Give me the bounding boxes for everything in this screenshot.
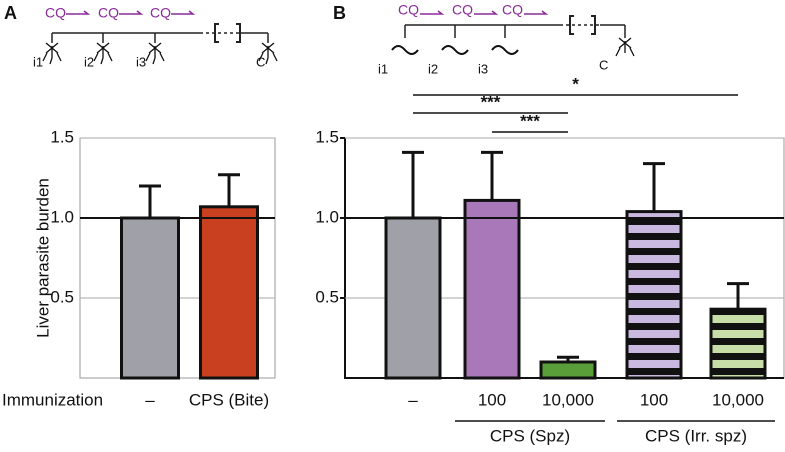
bar — [120, 216, 180, 380]
x-tick-label: 100 — [640, 390, 668, 409]
time-label: i2 — [84, 54, 94, 69]
y-tick-label: 0.5 — [315, 287, 339, 306]
time-label: i1 — [33, 54, 43, 69]
schematic — [391, 10, 635, 57]
bar — [539, 360, 597, 380]
schematic — [42, 10, 278, 65]
y-tick-label: 1.5 — [315, 127, 339, 146]
drug-label: CQ — [502, 2, 523, 18]
y-tick-label: 1.0 — [315, 207, 339, 226]
drug-label: CQ — [98, 5, 119, 21]
panel-label: B — [333, 3, 346, 23]
time-label: C — [256, 54, 265, 69]
panel-label: A — [4, 3, 17, 23]
x-tick-label: – — [145, 390, 155, 409]
y-axis-label: Liver parasite burden — [33, 178, 52, 338]
x-tick-label: – — [408, 390, 418, 409]
significance-label: *** — [481, 92, 501, 111]
bar — [709, 307, 767, 380]
x-tick-label: 10,000 — [542, 390, 594, 409]
significance-label: *** — [520, 111, 540, 130]
x-tick-label: 10,000 — [712, 390, 764, 409]
time-label: C — [599, 57, 608, 72]
x-tick-label: 100 — [478, 390, 506, 409]
bar — [384, 216, 442, 380]
bar — [625, 210, 683, 380]
drug-label: CQ — [45, 5, 66, 21]
time-label: i3 — [478, 61, 488, 76]
bar — [199, 205, 259, 380]
bar — [463, 198, 521, 380]
y-tick-label: 1.0 — [50, 207, 74, 226]
x-tick-label: CPS (Bite) — [189, 390, 269, 409]
row-label: Immunization — [2, 390, 103, 409]
time-label: i1 — [378, 61, 388, 76]
group-label: CPS (Irr. spz) — [645, 426, 747, 445]
drug-label: CQ — [398, 2, 419, 18]
time-label: i3 — [136, 54, 146, 69]
significance-label: * — [572, 74, 579, 93]
drug-label: CQ — [452, 2, 473, 18]
drug-label: CQ — [150, 5, 171, 21]
y-tick-label: 0.5 — [50, 287, 74, 306]
group-label: CPS (Spz) — [490, 426, 570, 445]
y-tick-label: 1.5 — [50, 127, 74, 146]
time-label: i2 — [428, 61, 438, 76]
